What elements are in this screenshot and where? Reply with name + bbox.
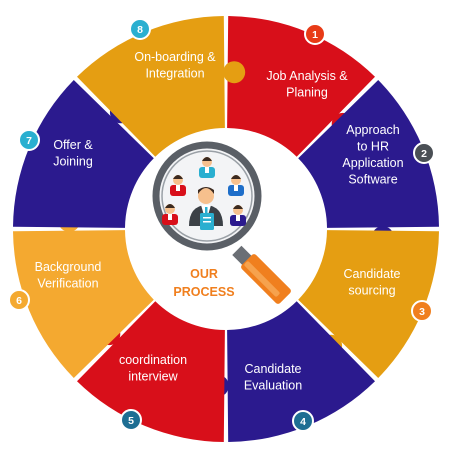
process-segment-7 [13, 80, 154, 228]
step-label-7-line2: Joining [53, 155, 93, 169]
step-label-5-line1: coordination [119, 353, 187, 367]
step-label-2-line2: to HR [357, 140, 389, 154]
step-label-1-line1: Job Analysis & [266, 69, 348, 83]
step-label-2-line4: Software [348, 173, 397, 187]
process-segment-5 [77, 301, 225, 442]
step-label-6-line1: Background [35, 260, 102, 274]
person-icon-right [228, 175, 244, 196]
step-labels: Job Analysis & Planing Approach to HR Applic… [35, 50, 404, 393]
step-badge-5: 5 [120, 409, 142, 431]
process-segment-8 [77, 16, 225, 157]
step-number-1: 1 [312, 29, 318, 41]
step-label-5: coordination interview [119, 353, 187, 384]
step-label-1-line2: Planing [286, 86, 328, 100]
step-number-3: 3 [419, 306, 425, 318]
step-label-3: Candidate sourcing [344, 267, 401, 298]
step-badge-1: 1 [304, 23, 326, 45]
person-icon-bottom-right [230, 205, 246, 226]
step-badges: 1 2 3 4 5 6 7 8 [8, 18, 435, 432]
step-badge-2: 2 [413, 142, 435, 164]
step-number-8: 8 [137, 24, 143, 36]
step-label-7: Offer & Joining [53, 138, 93, 169]
step-number-4: 4 [300, 416, 306, 428]
step-label-8-line1: On-boarding & [134, 50, 216, 64]
step-label-4-line1: Candidate [245, 362, 302, 376]
step-number-6: 6 [16, 295, 22, 307]
step-label-2: Approach to HR Application Software [342, 123, 403, 187]
step-label-4-line2: Evaluation [244, 379, 302, 393]
step-label-6: Background Verification [35, 260, 102, 291]
person-icon-bottom-left [162, 204, 178, 225]
process-ring [13, 16, 439, 442]
team-people-icon [162, 157, 246, 230]
step-number-2: 2 [421, 148, 427, 160]
step-number-5: 5 [128, 415, 134, 427]
step-label-4: Candidate Evaluation [244, 362, 302, 393]
center-title-line2: PROCESS [173, 285, 234, 299]
step-number-7: 7 [26, 135, 32, 147]
step-badge-7: 7 [18, 129, 40, 151]
process-segment-4 [227, 301, 375, 442]
step-label-8: On-boarding & Integration [134, 50, 216, 81]
step-label-6-line2: Verification [37, 277, 98, 291]
step-label-7-line1: Offer & [53, 138, 93, 152]
step-badge-4: 4 [292, 410, 314, 432]
process-segment-1 [227, 16, 375, 157]
step-label-3-line1: Candidate [344, 267, 401, 281]
step-label-1: Job Analysis & Planing [266, 69, 348, 100]
process-segment-6 [13, 230, 154, 378]
process-segment-3 [298, 230, 439, 378]
puzzle-tab-8 [223, 61, 246, 84]
step-badge-6: 6 [8, 289, 30, 311]
step-label-2-line1: Approach [346, 123, 400, 137]
center-title-line1: OUR [190, 267, 218, 281]
process-segment-2 [298, 80, 439, 228]
manager-icon [189, 187, 223, 230]
person-icon-top [199, 157, 215, 178]
step-label-8-line2: Integration [145, 67, 204, 81]
person-icon-left [170, 175, 186, 196]
step-label-2-line3: Application [342, 156, 403, 170]
step-label-5-line2: interview [128, 370, 178, 384]
step-label-3-line2: sourcing [348, 284, 395, 298]
step-badge-3: 3 [411, 300, 433, 322]
step-badge-8: 8 [129, 18, 151, 40]
